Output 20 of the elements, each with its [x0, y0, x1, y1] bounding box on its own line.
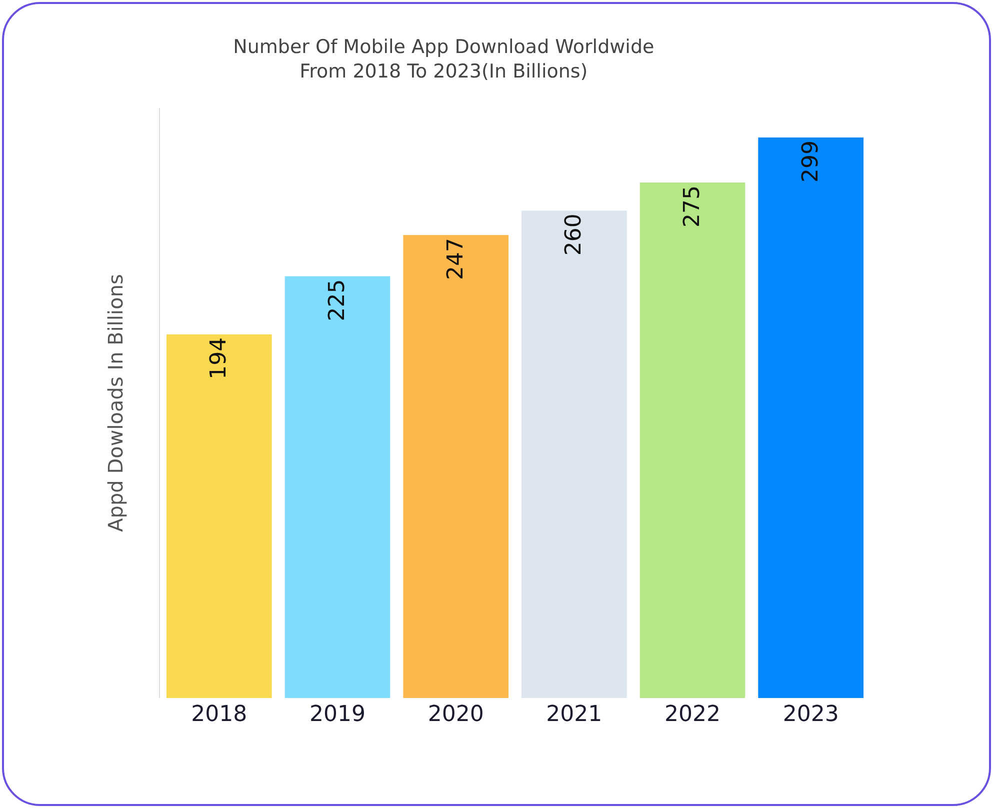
bar — [166, 334, 272, 698]
data-label: 260 — [562, 214, 587, 256]
data-label: 275 — [680, 185, 705, 228]
x-tick-label: 2018 — [191, 702, 248, 727]
x-tick-label: 2019 — [310, 702, 366, 727]
bar — [284, 276, 390, 698]
data-label: 299 — [798, 140, 824, 182]
x-tick-label: 2023 — [782, 702, 839, 727]
bar — [522, 210, 627, 698]
x-tick-label: 2022 — [664, 702, 720, 727]
chart-title: Number Of Mobile App Download Worldwide From 2018 To 2023(In Billions) — [233, 36, 654, 82]
data-label: 225 — [325, 279, 350, 322]
x-tick-label: 2020 — [428, 702, 484, 727]
bar — [640, 182, 746, 698]
x-tick-label: 2021 — [546, 702, 602, 727]
y-axis-title: Appd Dowloads In Billions — [104, 274, 128, 532]
data-label: 247 — [443, 238, 468, 280]
data-label: 194 — [206, 337, 232, 380]
bar — [403, 234, 508, 698]
bar — [758, 138, 864, 698]
